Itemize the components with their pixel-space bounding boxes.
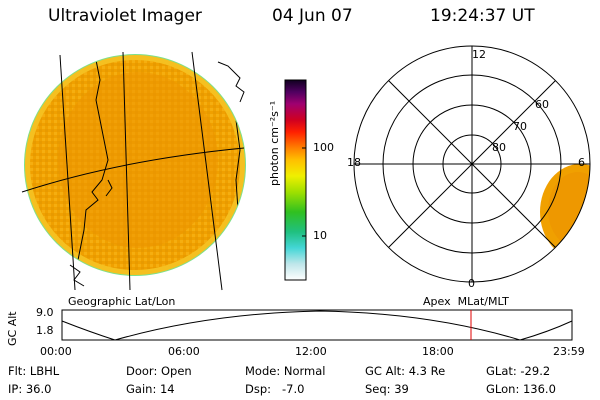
info-seq: Seq: 39 xyxy=(365,382,409,396)
info-gain: Gain: 14 xyxy=(126,382,175,396)
altitude-ytick-low: 1.8 xyxy=(36,324,54,337)
altitude-plot xyxy=(61,309,573,341)
polar-lat-80: 80 xyxy=(492,141,506,154)
altitude-xtick-0000: 00:00 xyxy=(40,345,72,358)
altitude-xtick-1800: 18:00 xyxy=(422,345,454,358)
info-filter: Flt: LBHL xyxy=(8,364,60,378)
lat-lon-grid xyxy=(21,51,245,291)
colorbar-tick-100: 100 xyxy=(313,141,334,154)
time-label: 19:24:37 UT xyxy=(430,6,535,26)
altitude-xtick-1200: 12:00 xyxy=(295,345,327,358)
polar-plot xyxy=(353,45,591,283)
altitude-xtick-0600: 06:00 xyxy=(168,345,200,358)
info-ip: IP: 36.0 xyxy=(8,382,52,396)
polar-label-18: 18 xyxy=(347,156,361,169)
info-glon: GLon: 136.0 xyxy=(486,382,556,396)
altitude-ylabel: GC Alt xyxy=(6,311,19,346)
info-mode: Mode: Normal xyxy=(245,364,326,378)
colorbar-unit-label: photon cm⁻²s⁻¹ xyxy=(268,100,281,186)
colorbar-tick-10: 10 xyxy=(313,229,327,242)
info-glat: GLat: -29.2 xyxy=(486,364,551,378)
geographic-image xyxy=(21,51,246,291)
polar-caption: Apex MLat/MLT xyxy=(423,295,509,308)
polar-label-12: 12 xyxy=(472,48,486,61)
colorbar xyxy=(284,79,307,281)
polar-label-6: 6 xyxy=(578,156,585,169)
geographic-caption: Geographic Lat/Lon xyxy=(68,295,176,308)
coastline-outside xyxy=(69,61,245,287)
info-gc-alt: GC Alt: 4.3 Re xyxy=(365,364,446,378)
altitude-ytick-high: 9.0 xyxy=(36,306,54,319)
polar-label-0: 0 xyxy=(468,277,475,290)
info-dsp: Dsp: -7.0 xyxy=(245,382,305,396)
app-title: Ultraviolet Imager xyxy=(48,6,202,26)
info-door: Door: Open xyxy=(126,364,192,378)
polar-lat-60: 60 xyxy=(535,98,549,111)
polar-lat-70: 70 xyxy=(513,120,527,133)
altitude-xtick-2359: 23:59 xyxy=(553,345,585,358)
date-label: 04 Jun 07 xyxy=(272,6,353,26)
